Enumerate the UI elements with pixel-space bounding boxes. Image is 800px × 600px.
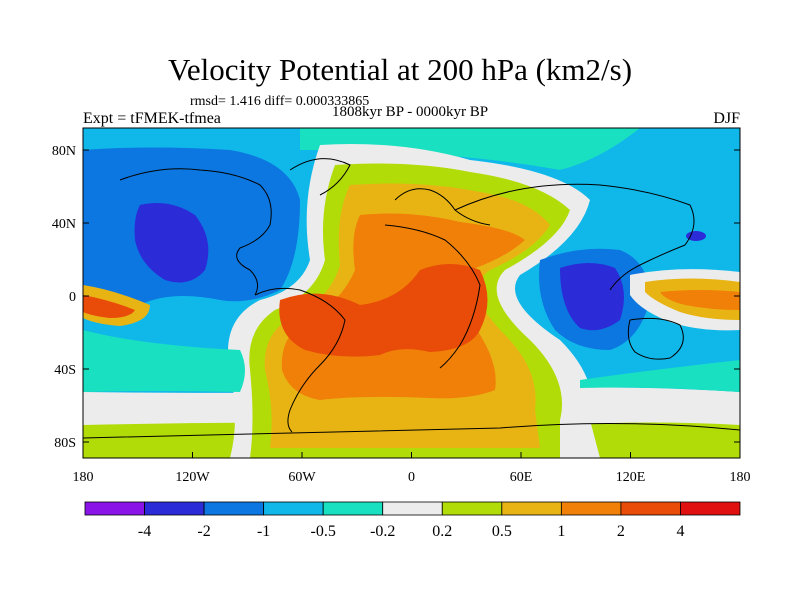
- colorbar-label: 1: [557, 523, 565, 540]
- coastlines: [83, 158, 740, 439]
- lon-tick-label: 120E: [616, 470, 646, 485]
- stats-text: rmsd= 1.416 diff= 0.000333865: [190, 94, 370, 109]
- colorbar-swatch: [144, 501, 205, 516]
- colorbar-swatch: [382, 501, 443, 516]
- lon-tick-label: 180: [73, 470, 94, 485]
- colorbar-swatch: [620, 501, 681, 516]
- lat-tick-label: 40S: [54, 363, 76, 378]
- contour-field: [83, 128, 740, 458]
- colorbar-label: -2: [197, 523, 210, 540]
- colorbar-swatch: [84, 501, 145, 516]
- colorbar-swatch: [441, 501, 503, 516]
- colorbar-label: -1: [257, 523, 270, 540]
- colorbar-swatch: [263, 501, 324, 516]
- lat-tick-label: 40N: [52, 217, 76, 232]
- lon-tick-label: 60E: [510, 470, 533, 485]
- colorbar-label: -0.2: [370, 523, 395, 540]
- lon-tick-label: 120W: [175, 470, 210, 485]
- colorbar-swatch: [203, 501, 265, 516]
- lon-tick-label: 0: [408, 470, 415, 485]
- colorbar-swatch: [322, 501, 384, 516]
- colorbar-label: -4: [138, 523, 151, 540]
- colorbar-label: 0.5: [492, 523, 512, 540]
- lon-ticks: [82, 452, 741, 458]
- lon-tick-label: 60W: [288, 470, 316, 485]
- lon-tick-label: 180: [730, 470, 751, 485]
- map-title: Velocity Potential at 200 hPa (km2/s): [167, 52, 633, 87]
- lat-tick-label: 80S: [54, 436, 76, 451]
- colorbar-swatch: [680, 501, 741, 516]
- period-text: 1808kyr BP - 0000kyr BP: [331, 104, 489, 120]
- colorbar-labels: -4 -2 -1 -0.5 -0.2 0.2 0.5 1 2 4: [138, 523, 685, 540]
- colorbar-label: -0.5: [311, 523, 336, 540]
- colorbar-label: 2: [617, 523, 625, 540]
- colorbar-label: 0.2: [432, 523, 452, 540]
- lat-ticks: [83, 149, 740, 443]
- experiment-label: Expt = tFMEK-tfmea: [83, 110, 221, 127]
- colorbar-swatch: [501, 501, 562, 516]
- colorbar-label: 4: [676, 523, 684, 540]
- season-label: DJF: [713, 110, 740, 127]
- colorbar-swatch: [560, 501, 622, 516]
- colorbar: [84, 501, 741, 516]
- lat-tick-label: 80N: [52, 144, 76, 159]
- lat-tick-label: 0: [69, 290, 76, 305]
